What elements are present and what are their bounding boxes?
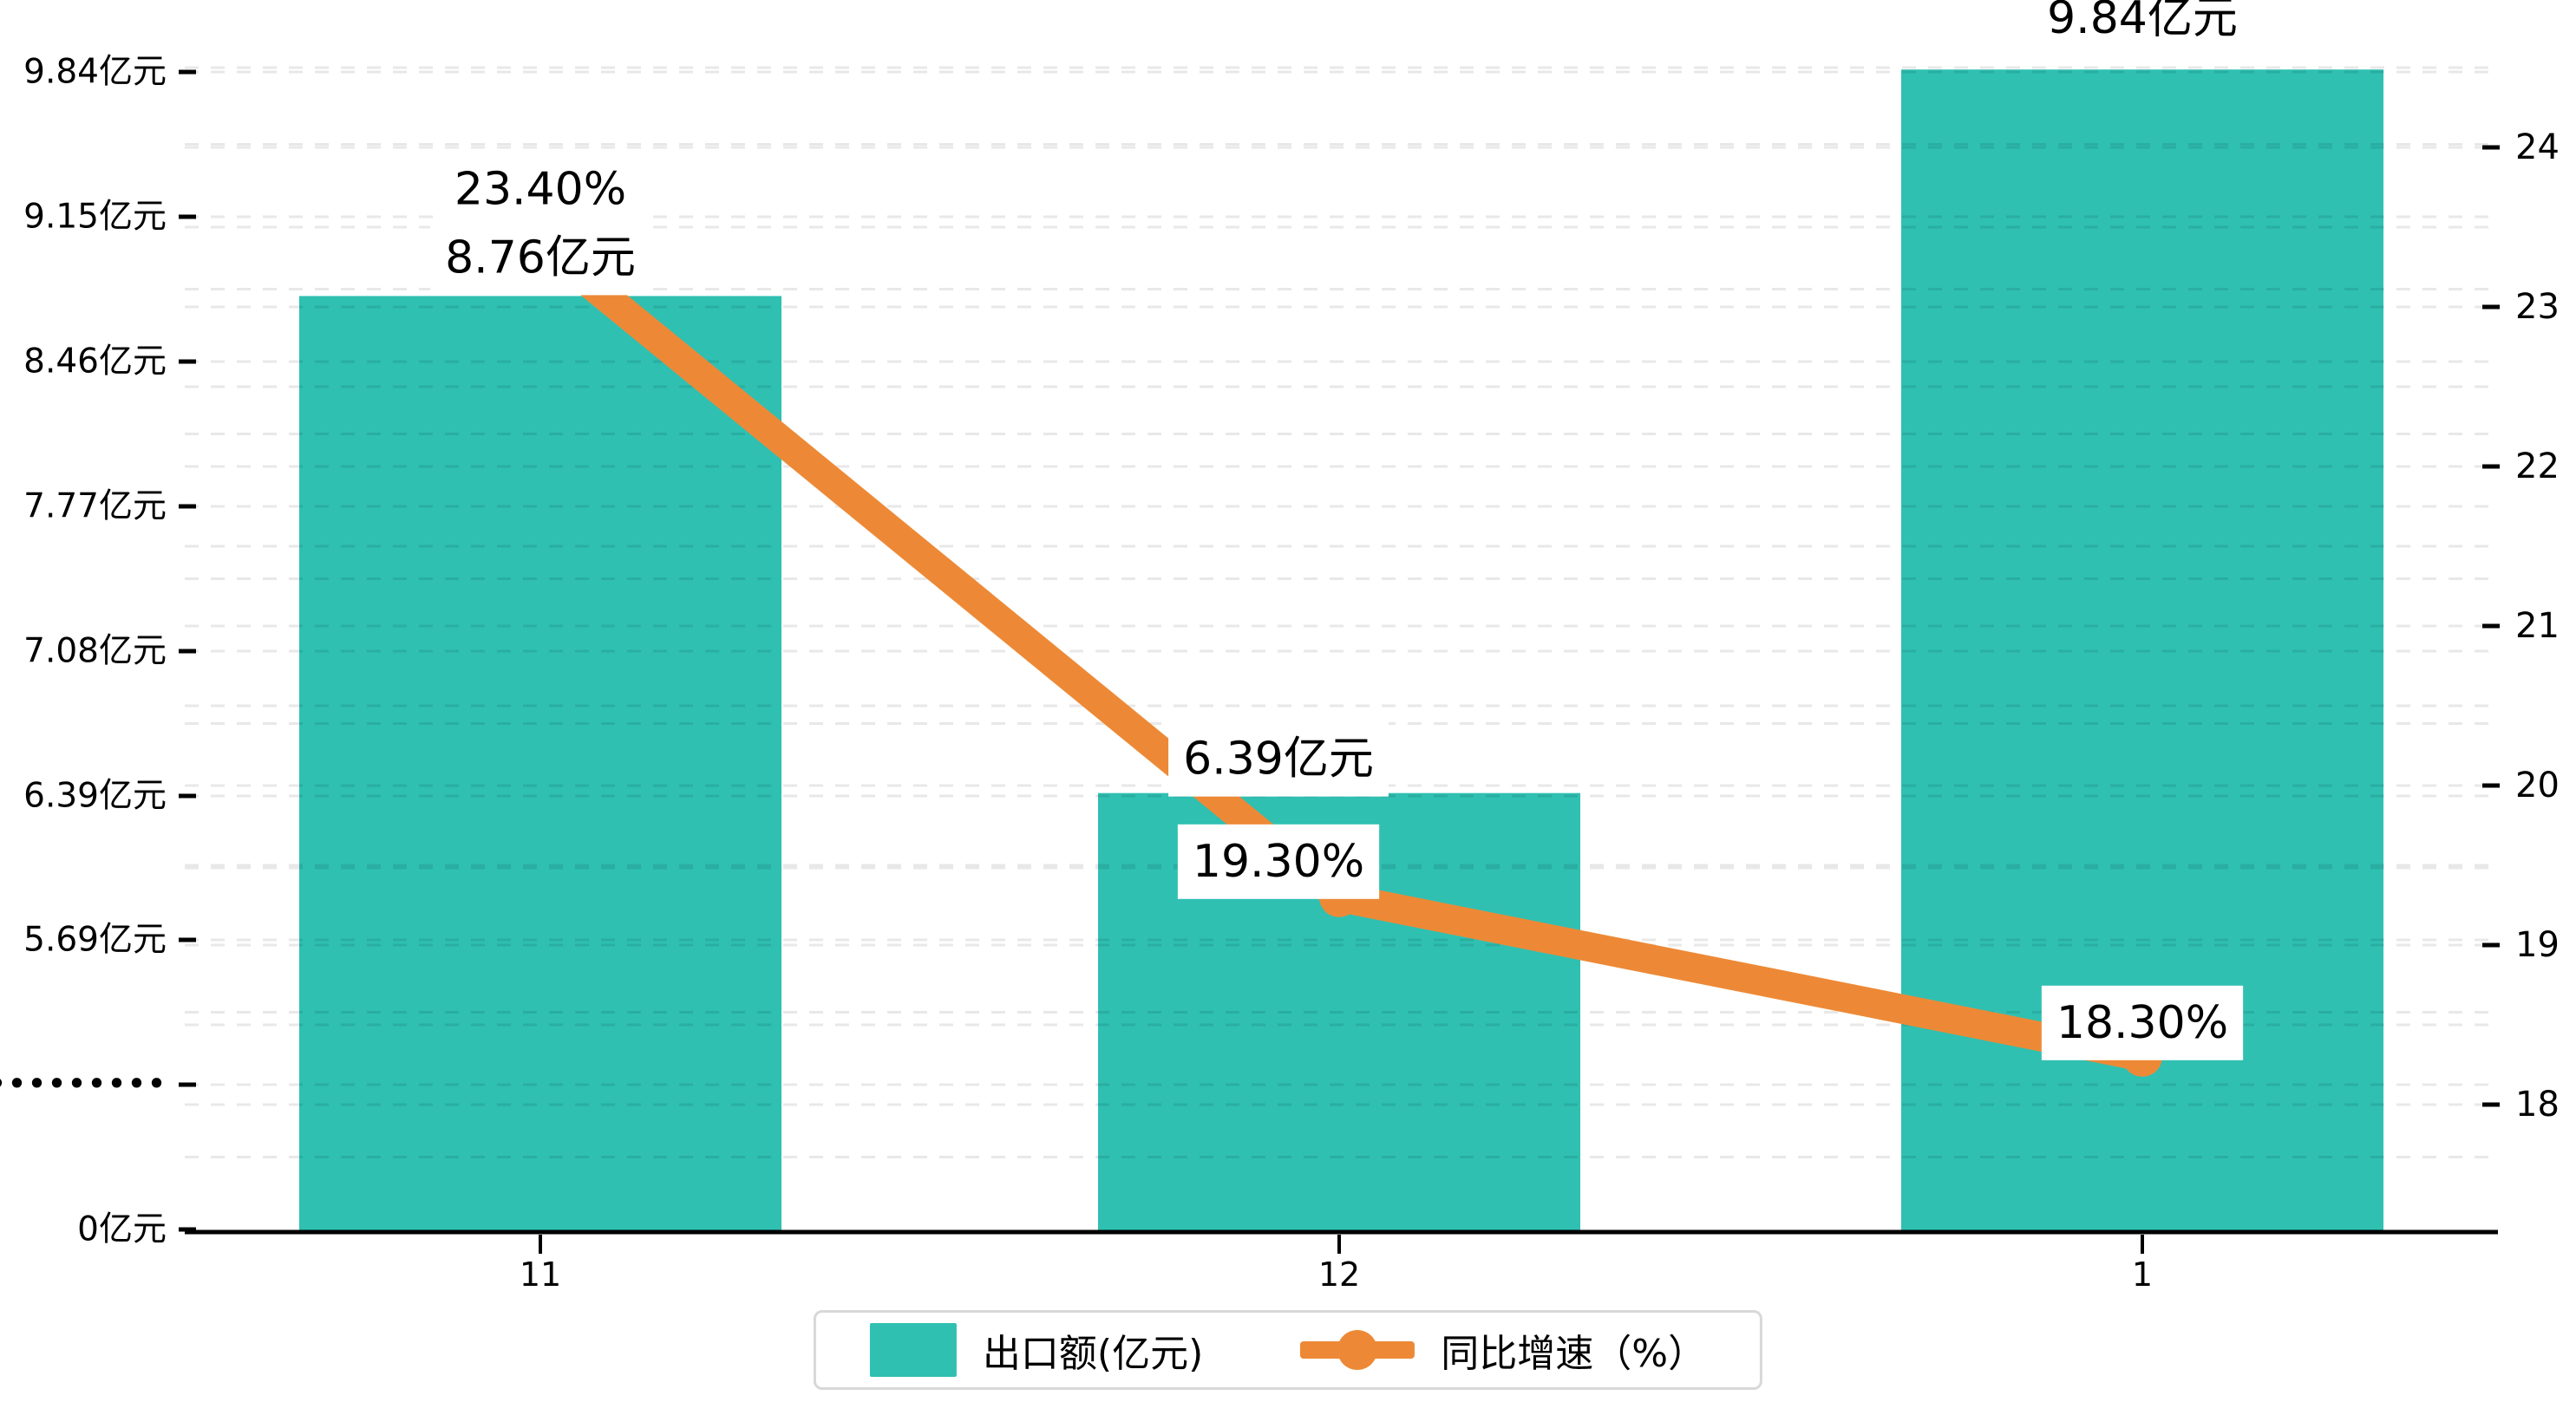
bar-series-swatch-icon [869, 1323, 957, 1377]
left-tick-label: 8.46亿元 [23, 342, 167, 381]
bar-value-label: 8.76亿元 [445, 231, 636, 284]
line-swatch-marker [1337, 1330, 1378, 1370]
category-label: 11 [520, 1255, 561, 1294]
left-tick-label: 7.08亿元 [23, 632, 167, 671]
left-tick-label: 0亿元 [77, 1210, 167, 1249]
legend-item-export: 出口额(亿元) [869, 1322, 1204, 1378]
right-tick-label: 22 [2515, 447, 2560, 486]
line-series-swatch-icon [1300, 1323, 1415, 1377]
line-value-label-box [1177, 824, 1380, 899]
line-value-label-box [439, 152, 642, 227]
bar-value-label: 6.39亿元 [1183, 734, 1374, 786]
legend-item-growth: 同比增速（%） [1300, 1322, 1706, 1378]
line-value-label: 23.40% [454, 163, 626, 215]
bar-value-label-box [1168, 721, 1389, 797]
bar-value-label-box [430, 220, 651, 296]
left-tick-label: 6.39亿元 [23, 777, 167, 816]
line-value-label: 19.30% [1193, 836, 1364, 888]
legend: 出口额(亿元) 同比增速（%） [813, 1310, 1763, 1390]
line-value-label: 18.30% [2056, 997, 2228, 1049]
category-label: 1 [2132, 1255, 2153, 1294]
line-value-label-box [2041, 985, 2244, 1060]
bar-value-label-box [2032, 0, 2252, 56]
left-tick-label: ••••••••• [0, 1066, 167, 1105]
right-tick-label: 20 [2515, 766, 2560, 805]
category-label: 12 [1318, 1255, 1360, 1294]
legend-label-export: 出口额(亿元) [982, 1332, 1204, 1376]
right-tick-label: 21 [2515, 606, 2560, 646]
left-tick-label: 5.69亿元 [23, 921, 167, 960]
left-tick-label: 9.15亿元 [23, 198, 167, 237]
bar [299, 296, 781, 1230]
legend-label-growth: 同比增速（%） [1441, 1332, 1707, 1376]
right-tick-label: 23 [2515, 287, 2560, 327]
right-tick-label: 19 [2515, 925, 2560, 965]
left-tick-label: 7.77亿元 [23, 487, 167, 526]
bar-value-label: 9.84亿元 [2047, 0, 2238, 44]
left-tick-label: 9.84亿元 [23, 53, 167, 92]
right-tick-label: 24 [2515, 127, 2560, 167]
right-tick-label: 18 [2515, 1085, 2560, 1125]
